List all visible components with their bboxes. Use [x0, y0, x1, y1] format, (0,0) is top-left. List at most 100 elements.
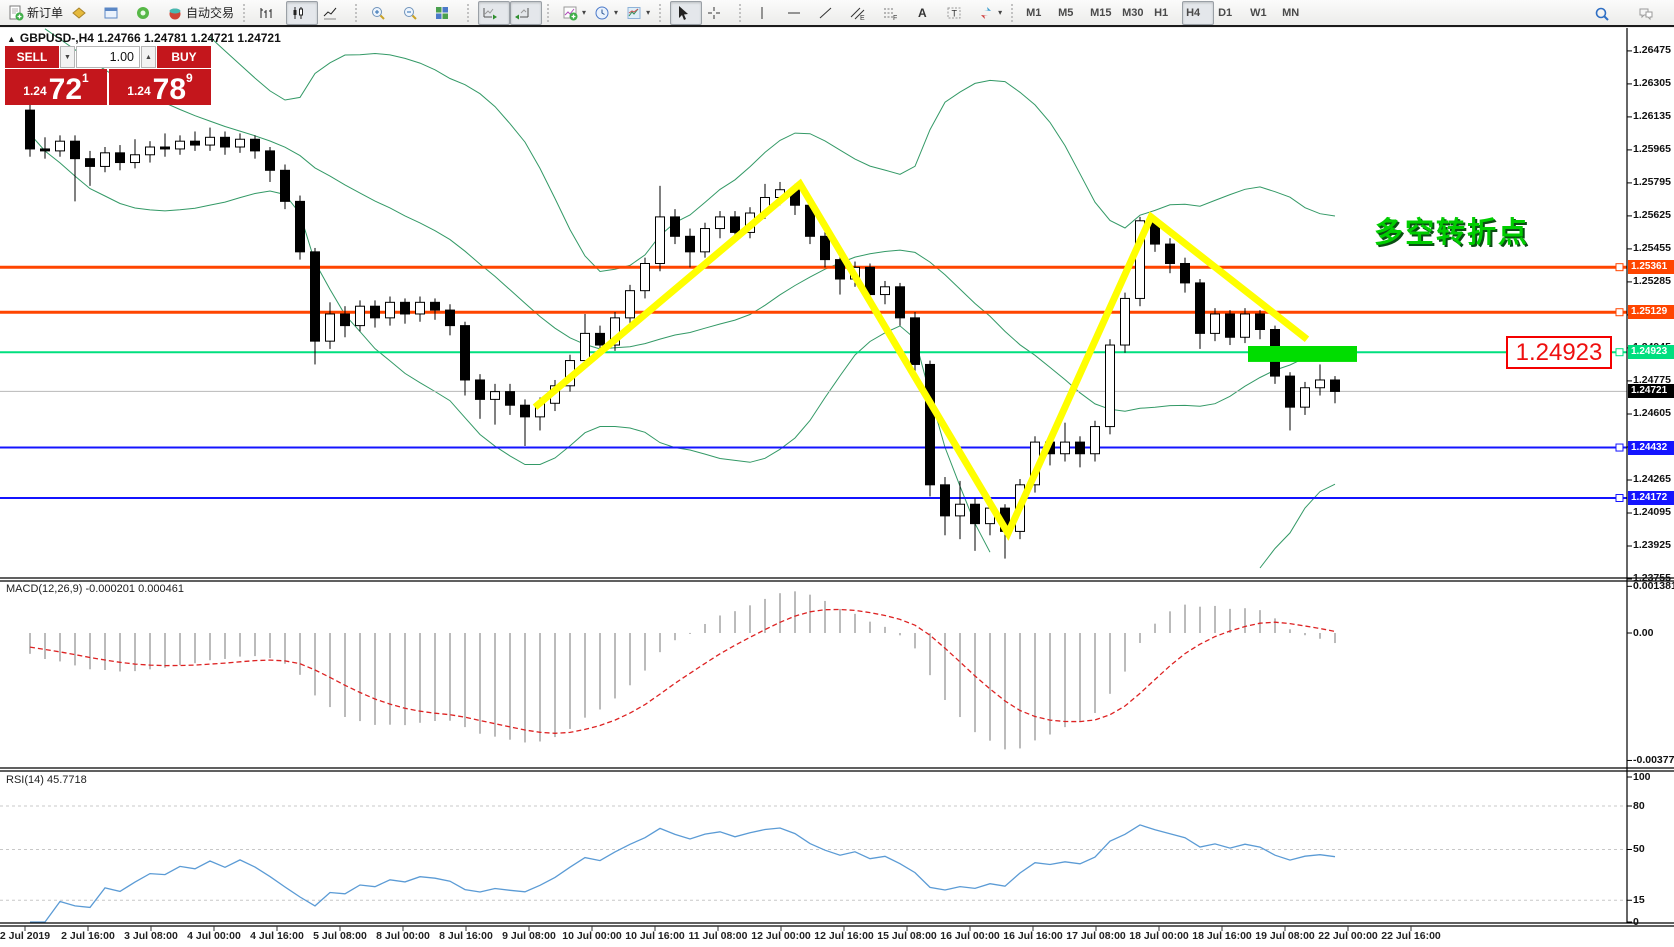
- equidistant-channel-button[interactable]: E: [846, 1, 878, 25]
- crosshair-button[interactable]: [702, 1, 734, 25]
- zigzag-trendline[interactable]: [532, 178, 1310, 541]
- timeframe-m30-button[interactable]: M30: [1118, 1, 1150, 25]
- toolbar-separator: [355, 3, 361, 22]
- dropdown-caret-icon[interactable]: ▾: [998, 8, 1003, 17]
- line-chart-button[interactable]: [318, 1, 350, 25]
- new-order-button[interactable]: 新订单: [4, 1, 67, 25]
- hline-handle[interactable]: [1615, 494, 1624, 503]
- text-button[interactable]: A: [910, 1, 942, 25]
- indicators-button[interactable]: ▾: [558, 1, 590, 25]
- fibonacci-button[interactable]: F: [878, 1, 910, 25]
- bar-chart-button[interactable]: [254, 1, 286, 25]
- turning-point-annotation: 多空转折点: [1374, 217, 1530, 249]
- auto-scroll-button[interactable]: [478, 0, 511, 25]
- candle-body: [295, 200, 305, 253]
- candle-body: [220, 136, 230, 148]
- sell-price-display[interactable]: 1.24 72 1: [5, 69, 107, 105]
- time-tick-label: 4 Jul 00:00: [187, 930, 241, 942]
- vertical-line-button[interactable]: [750, 1, 782, 25]
- chat-button[interactable]: [1634, 2, 1666, 26]
- text-label-button[interactable]: T: [942, 1, 974, 25]
- zoom-in-button[interactable]: [366, 1, 398, 25]
- buy-button[interactable]: BUY: [157, 46, 211, 68]
- candle-body: [910, 317, 920, 365]
- candle-body: [820, 235, 830, 261]
- volume-input[interactable]: 1.00: [76, 46, 140, 68]
- market-watch-button[interactable]: [99, 1, 131, 25]
- volume-decrease-button[interactable]: ▼: [60, 46, 75, 68]
- timeframe-m5-button[interactable]: M5: [1054, 1, 1086, 25]
- cursor-button[interactable]: [670, 0, 703, 25]
- candle-wick: [974, 498, 976, 551]
- price-level-tag: 1.24923: [1628, 345, 1674, 360]
- candle-body: [190, 140, 200, 146]
- timeframe-d1-button[interactable]: D1: [1214, 1, 1246, 25]
- chart-title: ▲ GBPUSD-,H4 1.24766 1.24781 1.24721 1.24…: [7, 31, 281, 45]
- dropdown-caret-icon[interactable]: ▾: [646, 8, 651, 17]
- periods-icon: [595, 6, 609, 19]
- svg-text:E: E: [860, 15, 865, 21]
- time-tick-label: 9 Jul 08:00: [502, 930, 556, 942]
- dropdown-caret-icon[interactable]: ▾: [582, 8, 587, 17]
- time-tick-label: 12 Jul 00:00: [751, 930, 811, 942]
- sell-button[interactable]: SELL: [5, 46, 59, 68]
- timeframe-w1-button[interactable]: W1: [1246, 1, 1278, 25]
- auto-trading-button[interactable]: 自动交易: [163, 1, 238, 25]
- timeframe-mn-button[interactable]: MN: [1278, 1, 1310, 25]
- trendline-button[interactable]: [814, 1, 846, 25]
- arrows-button[interactable]: ▾: [974, 1, 1006, 25]
- current-price-tag: 1.24721: [1628, 384, 1674, 399]
- time-tick-label: 18 Jul 16:00: [1192, 930, 1252, 942]
- profiles-button[interactable]: [67, 1, 99, 25]
- hline-handle[interactable]: [1615, 443, 1624, 452]
- volume-increase-button[interactable]: ▲: [141, 46, 156, 68]
- buy-price-prefix: 1.24: [127, 84, 151, 98]
- candle-wick: [164, 133, 166, 157]
- macd-axis-label: 0.00: [1633, 626, 1654, 639]
- time-tick-label: 22 Jul 00:00: [1318, 930, 1378, 942]
- buy-price-display[interactable]: 1.24 78 9: [109, 69, 211, 105]
- candle-body: [1285, 375, 1295, 408]
- bollinger-band-line: [44, 28, 1336, 412]
- candle-body: [40, 148, 50, 152]
- timeframe-h1-button[interactable]: H1: [1150, 1, 1182, 25]
- timeframe-m5-button-label: M5: [1058, 6, 1074, 19]
- chart-shift-icon: [515, 7, 529, 19]
- price-tick-label: 1.23755: [1633, 572, 1671, 585]
- time-tick-label: 3 Jul 08:00: [124, 930, 178, 942]
- tile-windows-button[interactable]: [430, 1, 462, 25]
- signals-icon: [137, 6, 150, 19]
- candlestick-button[interactable]: [286, 0, 319, 25]
- candle-body: [505, 391, 515, 406]
- line-chart-icon: [323, 7, 337, 19]
- templates-button[interactable]: ▾: [622, 1, 654, 25]
- zoom-out-button[interactable]: [398, 1, 430, 25]
- search-button[interactable]: [1590, 2, 1622, 26]
- hline-handle[interactable]: [1615, 263, 1624, 272]
- candle-body: [670, 216, 680, 237]
- timeframe-m15-button-label: M15: [1090, 6, 1112, 19]
- timeframe-h4-button[interactable]: H4: [1182, 0, 1215, 25]
- periods-button[interactable]: ▾: [590, 1, 622, 25]
- collapse-triangle-icon[interactable]: ▲: [7, 34, 16, 44]
- new-order-icon: [9, 5, 24, 20]
- dropdown-caret-icon[interactable]: ▾: [614, 8, 619, 17]
- toolbar-separator: [739, 3, 745, 22]
- chart-shift-button[interactable]: [510, 0, 543, 25]
- timeframe-m1-button[interactable]: M1: [1022, 1, 1054, 25]
- indicators-icon: [563, 6, 578, 20]
- time-tick-label: 2 Jul 2019: [0, 930, 51, 942]
- timeframe-m15-button[interactable]: M15: [1086, 1, 1118, 25]
- zoom-out-icon: [404, 6, 417, 20]
- price-tick-label: 1.26475: [1633, 44, 1671, 57]
- hline-handle[interactable]: [1615, 348, 1624, 357]
- signals-button[interactable]: [131, 1, 163, 25]
- horizontal-line-button[interactable]: [782, 1, 814, 25]
- zoom-in-icon: [372, 6, 385, 20]
- price-tick-label: 1.24605: [1633, 407, 1671, 420]
- support-highlight-rect[interactable]: [1248, 346, 1357, 362]
- hline-handle[interactable]: [1615, 308, 1624, 317]
- candle-body: [865, 266, 875, 296]
